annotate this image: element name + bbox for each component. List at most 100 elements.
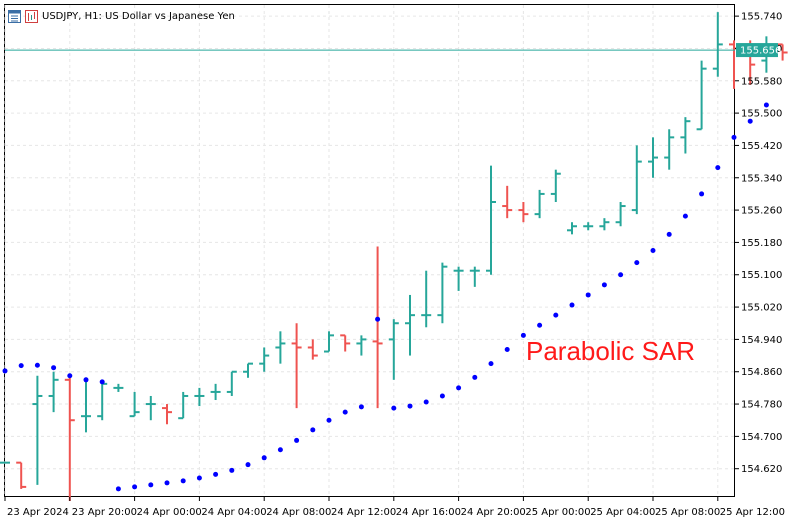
x-tick-label: 23 Apr 20:00 xyxy=(72,507,137,518)
sar-dot xyxy=(682,213,688,219)
ohlc-bar xyxy=(712,12,723,77)
sar-dot xyxy=(277,447,283,453)
ohlc-bar xyxy=(405,294,415,356)
sar-dot xyxy=(391,405,397,411)
sar-dot xyxy=(196,475,202,481)
ohlc-bar xyxy=(696,60,707,131)
ohlc-bar xyxy=(437,262,448,324)
ohlc-bar xyxy=(243,362,253,378)
bar-chart-icon[interactable] xyxy=(25,9,38,23)
x-tick-label: 23 Apr 2024 xyxy=(7,507,69,518)
chart-title: USDJPY, H1: US Dollar vs Japanese Yen xyxy=(42,10,235,22)
y-tick-label: 154.620 xyxy=(741,464,782,475)
x-tick-label: 25 Apr 12:00 xyxy=(720,507,785,518)
chart-title-bar: USDJPY, H1: US Dollar vs Japanese Yen xyxy=(8,8,235,24)
y-tick-label: 155.180 xyxy=(741,238,782,249)
ohlc-bar xyxy=(307,339,318,360)
ohlc-bar xyxy=(162,404,172,425)
sar-dot xyxy=(213,471,219,477)
ohlc-bar xyxy=(291,323,302,409)
sar-dot xyxy=(569,302,575,308)
y-tick-label: 155.260 xyxy=(741,206,782,217)
sar-dot xyxy=(148,482,154,488)
ohlc-bar xyxy=(550,169,561,203)
sar-dot xyxy=(585,292,591,298)
x-tick-label: 24 Apr 08:00 xyxy=(266,507,331,518)
parabolic-sar-dots xyxy=(2,102,769,492)
ohlc-bar xyxy=(502,185,513,219)
sar-dot xyxy=(326,417,332,423)
sar-dot xyxy=(666,231,672,237)
x-tick-label: 25 Apr 08:00 xyxy=(655,507,720,518)
sar-dot xyxy=(537,322,543,328)
ohlc-bar xyxy=(259,347,270,372)
sar-dot xyxy=(180,478,186,484)
sar-dot xyxy=(504,347,510,353)
ohlc-bar xyxy=(226,370,237,396)
y-tick-label: 155.500 xyxy=(741,109,782,120)
sar-dot xyxy=(472,374,478,380)
sar-dot xyxy=(553,312,559,318)
sar-dot xyxy=(375,316,381,322)
sar-dot xyxy=(99,379,105,385)
y-tick-label: 154.940 xyxy=(741,335,782,346)
sar-dot xyxy=(634,260,640,266)
y-tick-label: 154.860 xyxy=(741,367,782,378)
ohlc-bar xyxy=(129,391,140,418)
ohlc-bar xyxy=(145,395,156,421)
y-tick-label: 155.420 xyxy=(741,141,782,152)
sar-dot xyxy=(115,486,121,492)
sar-dot xyxy=(132,484,138,490)
current-price-value: 155.656 xyxy=(740,46,781,57)
ohlc-bar xyxy=(567,222,577,235)
x-tick-label: 25 Apr 00:00 xyxy=(525,507,590,518)
ohlc-bar xyxy=(680,117,691,154)
sar-dot xyxy=(294,437,300,443)
y-tick-label: 154.780 xyxy=(741,400,782,411)
price-bars xyxy=(0,12,788,502)
sar-dot xyxy=(245,462,251,468)
x-tick-label: 24 Apr 20:00 xyxy=(461,507,526,518)
sar-dot xyxy=(439,393,445,399)
y-tick-label: 155.340 xyxy=(741,173,782,184)
ohlc-bar xyxy=(32,375,43,485)
sar-dot xyxy=(715,165,721,171)
sar-dot xyxy=(520,332,526,338)
ohlc-bar xyxy=(664,129,675,170)
sar-dot xyxy=(423,399,429,405)
ohlc-bar xyxy=(48,371,59,413)
ohlc-bar xyxy=(16,461,27,489)
y-tick-label: 155.580 xyxy=(741,76,782,87)
ohlc-bar xyxy=(275,331,286,364)
ohlc-bar xyxy=(599,218,610,231)
x-tick-label: 24 Apr 00:00 xyxy=(137,507,202,518)
ohlc-bar xyxy=(518,202,529,223)
sar-dot xyxy=(763,102,769,108)
sar-dot xyxy=(747,118,753,124)
sar-dot xyxy=(456,385,462,391)
ohlc-bar xyxy=(340,334,351,352)
price-axis: 155.740155.660155.580155.500155.420155.3… xyxy=(735,12,782,475)
ohlc-bar xyxy=(615,202,626,227)
sar-dot xyxy=(601,282,607,288)
sar-dot xyxy=(342,409,348,415)
sar-dot xyxy=(618,272,624,278)
ohlc-bar xyxy=(81,379,91,433)
current-price-tag xyxy=(736,43,778,58)
ohlc-bar xyxy=(388,319,399,380)
sar-dot xyxy=(18,363,24,369)
ohlc-bar xyxy=(372,246,383,409)
ohlc-bar xyxy=(777,43,788,61)
ohlc-bar xyxy=(97,379,108,421)
ohlc-bar xyxy=(178,391,189,420)
parabolic-sar-label: Parabolic SAR xyxy=(526,336,696,366)
sar-dot xyxy=(164,480,170,486)
chart-window-icon[interactable] xyxy=(8,9,21,23)
sar-dot xyxy=(310,427,316,433)
sar-dot xyxy=(34,362,40,368)
ohlc-bar xyxy=(453,266,464,291)
ohlc-bar xyxy=(194,387,205,407)
y-tick-label: 155.740 xyxy=(741,12,782,23)
